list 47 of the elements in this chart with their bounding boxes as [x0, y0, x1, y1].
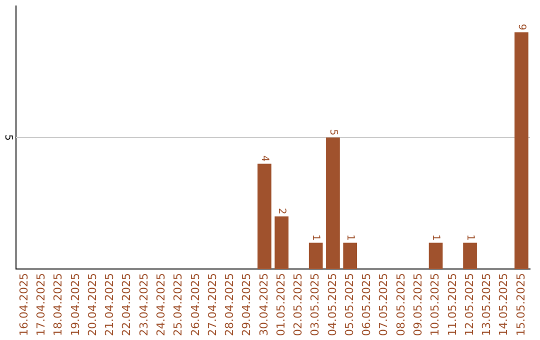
ref-line-label: 5 [2, 134, 14, 141]
x-tick-label: 30.04.2025 [257, 273, 270, 336]
data-label: 1 [430, 234, 442, 241]
x-tick-label: 05.05.2025 [342, 273, 356, 336]
x-tick-label: 29.04.2025 [240, 273, 254, 336]
data-label: 9 [516, 24, 527, 30]
bar [326, 138, 340, 270]
x-tick-label: 16.04.2025 [17, 273, 30, 336]
data-label: 1 [344, 234, 356, 241]
bar [308, 242, 323, 270]
data-label: 4 [258, 155, 270, 162]
x-tick-label: 12.05.2025 [462, 273, 476, 336]
x-tick-label: 28.04.2025 [223, 273, 236, 336]
x-tick-label: 09.05.2025 [411, 273, 424, 336]
data-label: 1 [464, 234, 476, 241]
bar [463, 242, 477, 270]
bar [274, 216, 288, 270]
x-tick-label: 06.05.2025 [360, 273, 374, 336]
x-tick-label: 27.04.2025 [206, 273, 219, 336]
x-tick-label: 23.04.2025 [137, 273, 150, 336]
bar [514, 32, 528, 270]
x-tick-label: 03.05.2025 [308, 273, 322, 336]
data-label: 2 [276, 208, 287, 214]
data-label: 5 [327, 129, 338, 136]
x-tick-label: 10.05.2025 [428, 273, 442, 336]
bar [428, 242, 443, 270]
x-tick-label: 15.05.2025 [514, 273, 528, 336]
x-tick-label: 02.05.2025 [292, 273, 305, 336]
x-tick-label: 18.04.2025 [52, 273, 65, 336]
x-tick-label: 21.04.2025 [103, 273, 116, 336]
x-tick-label: 01.05.2025 [274, 273, 288, 336]
bar [343, 242, 358, 270]
x-tick-label: 26.04.2025 [188, 273, 202, 336]
x-tick-label: 19.04.2025 [68, 273, 82, 336]
x-tick-label: 22.04.2025 [120, 273, 134, 336]
x-tick-label: 24.04.2025 [154, 273, 168, 336]
x-tick-label: 11.05.2025 [446, 273, 459, 336]
x-tick-label: 14.05.2025 [497, 273, 510, 336]
data-label: 1 [310, 234, 322, 241]
x-tick-label: 25.04.2025 [172, 273, 185, 336]
x-tick-label: 08.05.2025 [394, 273, 408, 336]
x-tick-label: 13.05.2025 [480, 273, 494, 336]
x-tick-label: 07.05.2025 [377, 273, 390, 336]
x-tick-label: 20.04.2025 [86, 273, 99, 336]
x-tick-label: 04.05.2025 [326, 273, 339, 336]
x-tick-label: 17.04.2025 [34, 273, 48, 336]
bar [258, 164, 272, 270]
